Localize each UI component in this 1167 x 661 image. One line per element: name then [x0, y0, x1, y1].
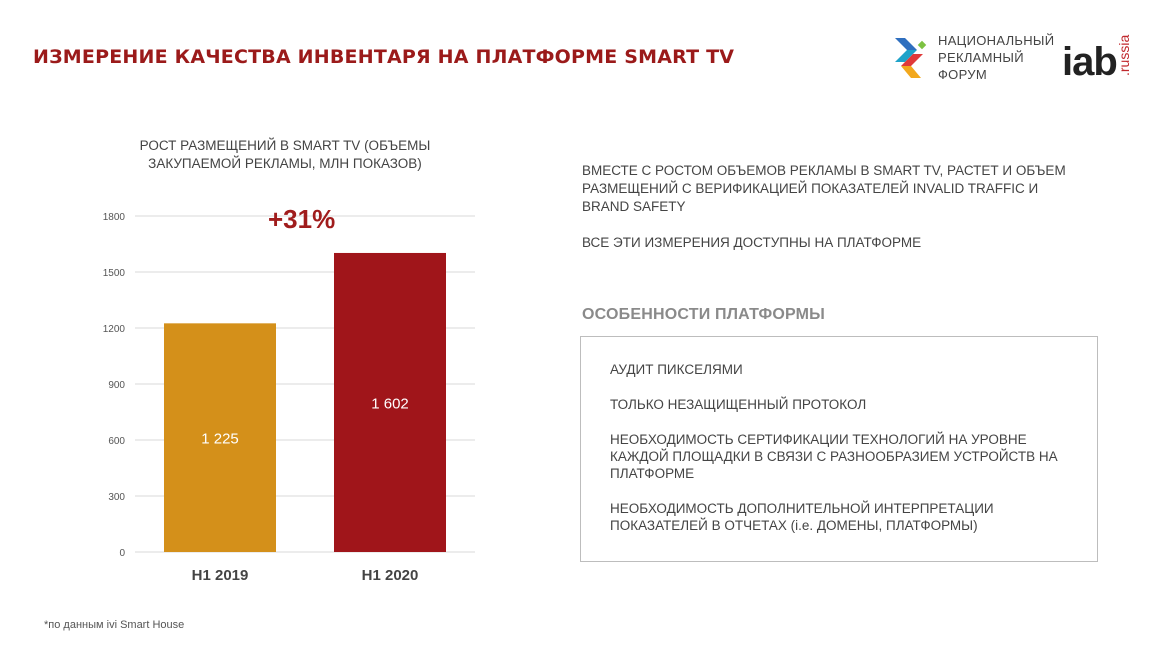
bar-chart: 0 300 600 900 1200 1500 1800 1 225 H1 2019 1 602 H…: [103, 212, 475, 584]
features-heading: ОСОБЕННОСТИ ПЛАТФОРМЫ: [582, 306, 826, 323]
bar: [164, 323, 276, 552]
feature-item: АУДИТ ПИКСЕЛЯМИ: [610, 362, 743, 377]
y-tick-label: 1800: [103, 212, 126, 223]
y-tick-label: 0: [119, 548, 125, 559]
iab-russia-suffix: .russia: [1116, 34, 1132, 76]
y-tick-label: 1200: [103, 324, 126, 335]
x-tick-label: H1 2019: [192, 567, 249, 584]
feature-item: ТОЛЬКО НЕЗАЩИЩЕННЫЙ ПРОТОКОЛ: [610, 397, 867, 412]
national-advertising-forum-logo: НАЦИОНАЛЬНЫЙ РЕКЛАМНЫЙ ФОРУМ: [893, 30, 1054, 86]
page-title: ИЗМЕРЕНИЕ КАЧЕСТВА ИНВЕНТАРЯ НА ПЛАТФОРМ…: [33, 46, 735, 68]
bar-value-label: 1 225: [201, 431, 239, 448]
chart-title: РОСТ РАЗМЕЩЕНИЙ В SMART TV (ОБЪЕМЫ ЗАКУП…: [139, 138, 431, 171]
feature-item: НЕОБХОДИМОСТЬ СЕРТИФИКАЦИИ ТЕХНОЛОГИЙ НА…: [610, 432, 1058, 481]
iab-russia-logo: iab .russia: [1062, 18, 1142, 88]
y-tick-label: 900: [108, 380, 125, 391]
forum-logo-line: РЕКЛАМНЫЙ: [938, 50, 1024, 65]
forum-logo-icon: [895, 38, 927, 78]
x-tick-label: H1 2020: [362, 567, 419, 584]
features-box: АУДИТ ПИКСЕЛЯМИ ТОЛЬКО НЕЗАЩИЩЕННЫЙ ПРОТ…: [580, 336, 1098, 562]
growth-annotation: +31%: [268, 204, 336, 234]
bar: [334, 252, 446, 552]
source-footnote: *по данным ivi Smart House: [44, 619, 185, 631]
y-tick-label: 300: [108, 492, 125, 503]
forum-logo-line: ФОРУМ: [938, 67, 987, 82]
intro-paragraph: ВСЕ ЭТИ ИЗМЕРЕНИЯ ДОСТУПНЫ НА ПЛАТФОРМЕ: [582, 235, 922, 250]
y-tick-label: 1500: [103, 268, 126, 279]
y-tick-label: 600: [108, 436, 125, 447]
intro-paragraph: ВМЕСТЕ С РОСТОМ ОБЪЕМОВ РЕКЛАМЫ В SMART …: [582, 163, 1066, 214]
forum-logo-text: НАЦИОНАЛЬНЫЙ РЕКЛАМНЫЙ ФОРУМ: [938, 32, 1054, 83]
bar-value-label: 1 602: [371, 395, 409, 412]
forum-logo-line: НАЦИОНАЛЬНЫЙ: [938, 33, 1055, 48]
feature-item: НЕОБХОДИМОСТЬ ДОПОЛНИТЕЛЬНОЙ ИНТЕРПРЕТАЦ…: [610, 501, 994, 533]
intro-text: ВМЕСТЕ С РОСТОМ ОБЪЕМОВ РЕКЛАМЫ В SMART …: [582, 162, 1072, 270]
iab-logo-text: iab: [1062, 40, 1118, 84]
